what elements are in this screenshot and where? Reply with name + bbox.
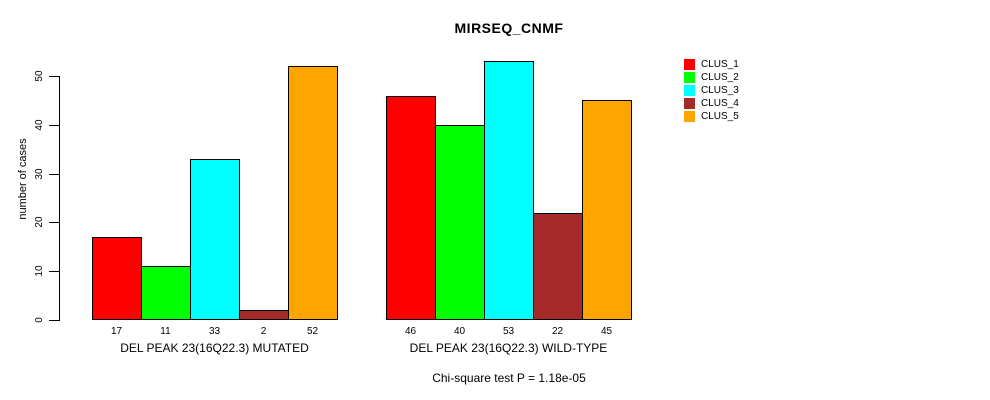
bar xyxy=(582,100,632,320)
y-tick-label: 30 xyxy=(34,168,45,180)
legend-swatch xyxy=(684,59,695,70)
bar-value-label: 52 xyxy=(306,326,319,337)
bar xyxy=(239,310,289,320)
y-tick xyxy=(49,271,59,273)
bar xyxy=(141,266,191,320)
legend-swatch xyxy=(684,111,695,122)
legend-item: CLUS_5 xyxy=(684,111,739,122)
bar-value-label: 40 xyxy=(453,326,466,337)
bar-value-label: 22 xyxy=(551,326,564,337)
bar xyxy=(533,213,583,320)
y-tick-label: 40 xyxy=(34,119,45,131)
bar-value-label: 17 xyxy=(110,326,123,337)
legend-item-label: CLUS_4 xyxy=(701,98,739,109)
bar xyxy=(435,125,485,320)
bar xyxy=(386,96,436,320)
legend-item-label: CLUS_2 xyxy=(701,72,739,83)
legend: CLUS_1 CLUS_2 CLUS_3 CLUS_4 CLUS_5 xyxy=(684,59,739,124)
y-axis-line xyxy=(59,76,60,321)
y-tick xyxy=(49,222,59,224)
y-tick xyxy=(49,76,59,77)
y-tick-label: 0 xyxy=(34,317,45,323)
y-axis-label: number of cases xyxy=(17,138,29,220)
legend-swatch xyxy=(684,72,695,83)
legend-item-label: CLUS_1 xyxy=(701,59,739,70)
y-tick xyxy=(49,124,59,126)
y-tick-label: 10 xyxy=(34,265,45,277)
legend-item: CLUS_4 xyxy=(684,98,739,109)
bar-value-label: 33 xyxy=(208,326,221,337)
y-tick-label: 50 xyxy=(34,70,45,82)
legend-swatch xyxy=(684,85,695,96)
y-tick-label: 20 xyxy=(34,216,45,228)
legend-item: CLUS_1 xyxy=(684,59,739,70)
y-tick xyxy=(49,173,59,175)
bar-value-label: 46 xyxy=(404,326,417,337)
bar xyxy=(190,159,240,320)
legend-item-label: CLUS_3 xyxy=(701,85,739,96)
legend-item-label: CLUS_5 xyxy=(701,111,739,122)
bar-value-label: 11 xyxy=(160,326,171,337)
category-label: DEL PEAK 23(16Q22.3) WILD-TYPE xyxy=(409,341,608,355)
y-tick xyxy=(49,320,59,321)
bar-value-label: 53 xyxy=(502,326,515,337)
chi-square-annotation: Chi-square test P = 1.18e-05 xyxy=(432,371,586,385)
legend-item: CLUS_2 xyxy=(684,72,739,83)
legend-swatch xyxy=(684,98,695,109)
chart-title: MIRSEQ_CNMF xyxy=(454,20,564,36)
category-label: DEL PEAK 23(16Q22.3) MUTATED xyxy=(120,341,309,355)
bar-value-label: 45 xyxy=(600,326,613,337)
legend-item: CLUS_3 xyxy=(684,85,739,96)
bar xyxy=(92,237,142,320)
bar xyxy=(484,61,534,320)
bar xyxy=(288,66,338,320)
bar-value-label: 2 xyxy=(260,326,267,337)
